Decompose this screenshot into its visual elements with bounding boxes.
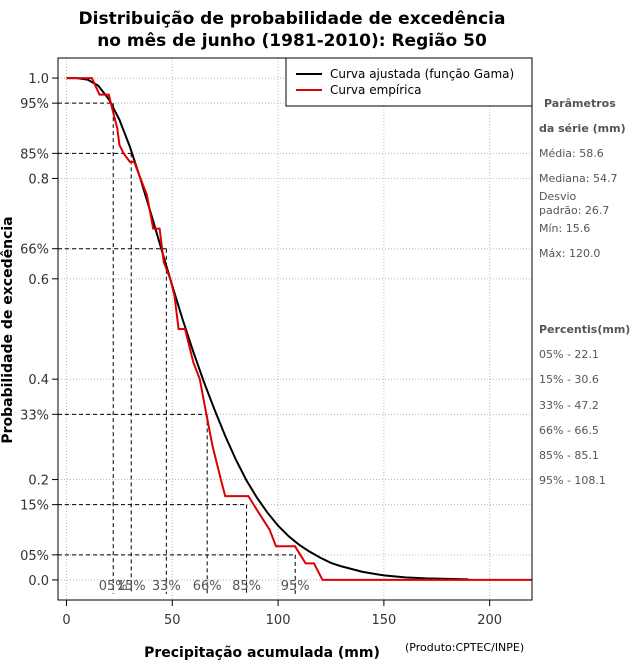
plot-frame (57, 57, 533, 601)
legend: Curva ajustada (função Gama) Curva empír… (285, 57, 533, 107)
y-tick-label: 0.6 (28, 273, 49, 288)
grid-lines (58, 58, 532, 600)
x-tick-label: 200 (477, 613, 502, 628)
legend-box (285, 57, 533, 107)
params-heading-1: Parâmetros (544, 97, 616, 110)
chart-title-line2: no mês de junho (1981-2010): Região 50 (97, 31, 487, 51)
percentil-item: 85% - 85.1 (539, 449, 599, 462)
percentile-x-label: 15% (117, 579, 146, 594)
x-tick-label: 100 (266, 613, 291, 628)
y-tick-label: 85% (20, 147, 49, 162)
percentile-x-label: 66% (193, 579, 222, 594)
y-tick-label: 0.8 (28, 172, 49, 187)
y-axis-ticks: 1.0 95% 85% 0.8 66% 0.6 0.4 33% 0.2 15% 05% 0.0 (20, 72, 58, 589)
side-panel: Parâmetros da série (mm) Média: 58.6 Med… (539, 97, 630, 487)
percentile-guides (58, 102, 296, 594)
x-axis-ticks: 0 50 100 150 200 (62, 600, 502, 628)
x-axis-label: Precipitação acumulada (mm) (144, 645, 380, 660)
series-lines (66, 77, 532, 581)
param-max: Máx: 120.0 (539, 247, 600, 260)
percentile-x-labels: 05%15% 33% 66% 85% 95% (99, 579, 310, 594)
fitted-gamma-curve (66, 77, 469, 581)
y-tick-label: 1.0 (28, 72, 49, 87)
percentile-x-label: 95% (281, 579, 310, 594)
y-tick-label: 95% (20, 97, 49, 112)
param-media: Média: 58.6 (539, 147, 604, 160)
y-tick-label: 15% (20, 499, 49, 514)
percentis-heading: Percentis(mm) (539, 323, 630, 336)
percentile-x-label: 33% (152, 579, 181, 594)
y-tick-label: 0.0 (28, 574, 49, 589)
chart-title-line1: Distribuição de probabilidade de excedên… (79, 9, 506, 29)
y-tick-label: 05% (20, 549, 49, 564)
credit-label: (Produto:CPTEC/INPE) (405, 641, 524, 654)
percentil-item: 33% - 47.2 (539, 399, 599, 412)
percentile-x-label: 85% (232, 579, 261, 594)
legend-label-empirical: Curva empírica (330, 83, 421, 97)
percentil-item: 05% - 22.1 (539, 348, 599, 361)
legend-label-fitted: Curva ajustada (função Gama) (330, 67, 514, 81)
param-desvio-line1: Desvio (539, 190, 577, 203)
params-heading-2: da série (mm) (539, 122, 626, 135)
percentil-item: 15% - 30.6 (539, 373, 599, 386)
y-tick-label: 0.2 (28, 474, 49, 489)
percentil-item: 66% - 66.5 (539, 424, 599, 437)
param-desvio-line2: padrão: 26.7 (539, 204, 609, 217)
y-tick-label: 33% (20, 408, 49, 423)
y-tick-label: 66% (20, 243, 49, 258)
x-tick-label: 0 (62, 613, 70, 628)
y-axis-label: Probabilidade de excedência (0, 216, 16, 443)
param-mediana: Mediana: 54.7 (539, 172, 617, 185)
param-min: Mín: 15.6 (539, 222, 590, 235)
y-tick-label: 0.4 (28, 373, 49, 388)
empirical-curve (66, 77, 532, 581)
percentile-x-label: 05% (99, 579, 128, 594)
x-tick-label: 50 (164, 613, 181, 628)
percentil-item: 95% - 108.1 (539, 474, 606, 487)
x-tick-label: 150 (371, 613, 396, 628)
